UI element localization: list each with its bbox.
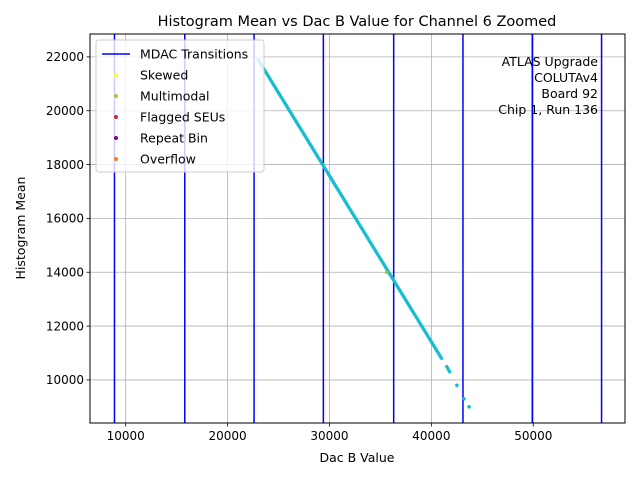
legend-label-multimodal: Multimodal — [140, 89, 209, 104]
legend-marker-repeat-bin — [114, 136, 118, 140]
data-point — [467, 405, 471, 409]
data-point — [384, 270, 389, 275]
annotation-line: ATLAS Upgrade — [502, 54, 599, 69]
data-point — [448, 370, 452, 374]
x-tick-label: 50000 — [514, 429, 552, 443]
data-point — [462, 396, 466, 401]
x-axis-label: Dac B Value — [319, 450, 394, 465]
legend-marker-flagged-seus — [114, 115, 118, 119]
legend-frame — [95, 39, 265, 173]
legend-label-skewed: Skewed — [140, 68, 188, 83]
chart-title: Histogram Mean vs Dac B Value for Channe… — [158, 14, 557, 30]
y-tick-label: 14000 — [46, 266, 84, 280]
legend-marker-overflow — [114, 157, 118, 161]
y-tick-label: 10000 — [46, 373, 84, 387]
annotation-line: Chip 1, Run 136 — [498, 102, 598, 117]
x-axis-ticks: 10000 20000 30000 40000 50000 — [107, 423, 552, 443]
legend-label-repeat-bin: Repeat Bin — [140, 131, 208, 146]
annotation-line: Board 92 — [541, 86, 598, 101]
annotation: ATLAS Upgrade COLUTAv4 Board 92 Chip 1, … — [498, 54, 598, 117]
x-tick-label: 10000 — [107, 429, 145, 443]
x-tick-label: 20000 — [208, 429, 246, 443]
data-point — [439, 356, 444, 360]
legend-marker-skewed — [114, 73, 118, 77]
legend-label-flagged-seus: Flagged SEUs — [140, 110, 225, 125]
legend-label-mdac-transitions: MDAC Transitions — [140, 47, 248, 62]
data-points — [256, 57, 471, 409]
y-tick-label: 18000 — [46, 158, 84, 172]
legend-label-overflow: Overflow — [140, 152, 196, 167]
x-tick-label: 30000 — [310, 429, 348, 443]
y-tick-label: 12000 — [46, 319, 84, 333]
y-tick-label: 22000 — [46, 50, 84, 64]
annotation-line: COLUTAv4 — [534, 70, 598, 85]
plot-frame — [89, 33, 626, 424]
legend-marker-multimodal — [114, 94, 118, 98]
legend: MDAC Transitions Skewed Multimodal Flagg… — [95, 39, 265, 173]
y-tick-label: 20000 — [46, 104, 84, 118]
grid — [90, 34, 625, 423]
y-axis-ticks: 10000 12000 14000 16000 18000 20000 22000 — [46, 50, 90, 387]
x-tick-label: 40000 — [412, 429, 450, 443]
data-point — [455, 383, 459, 388]
y-axis-label: Histogram Mean — [13, 177, 28, 280]
y-tick-label: 16000 — [46, 212, 84, 226]
